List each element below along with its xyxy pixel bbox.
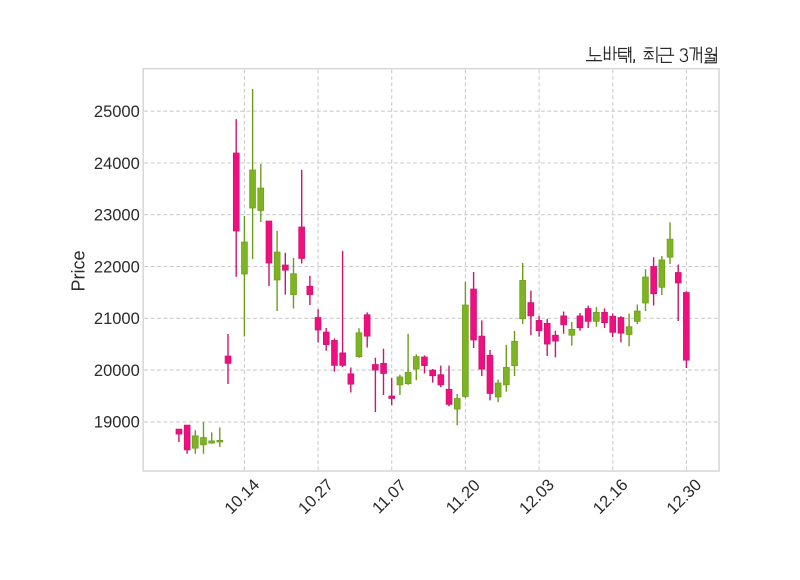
svg-text:22000: 22000 bbox=[94, 258, 140, 276]
svg-text:20000: 20000 bbox=[94, 362, 140, 380]
svg-text:23000: 23000 bbox=[94, 207, 140, 225]
svg-text:24000: 24000 bbox=[94, 155, 140, 173]
svg-text:21000: 21000 bbox=[94, 310, 140, 328]
svg-text:Price: Price bbox=[69, 250, 89, 291]
svg-text:25000: 25000 bbox=[94, 103, 140, 121]
svg-text:19000: 19000 bbox=[94, 414, 140, 432]
